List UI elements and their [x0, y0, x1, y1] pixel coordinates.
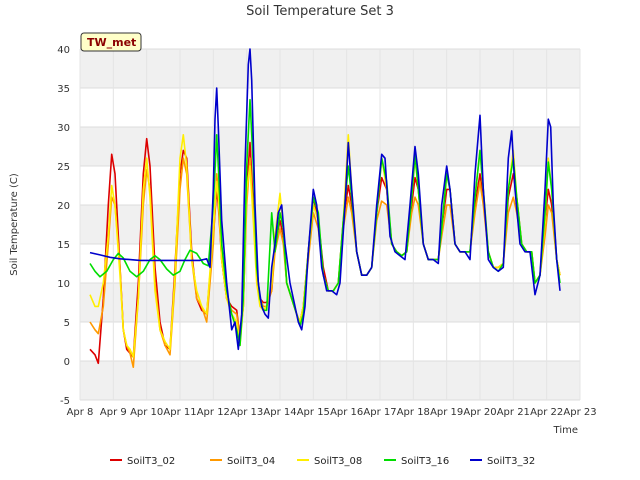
legend-label: SoilT3_02: [127, 456, 175, 467]
plot-band: [80, 49, 580, 88]
y-tick-label: 10: [57, 279, 70, 290]
y-axis-ticks: -5 0 5 10 15 20 25 30 35 40: [57, 45, 70, 407]
x-tick-label: Apr 10: [130, 407, 163, 418]
x-tick-label: Apr 14: [263, 407, 296, 418]
x-tick-label: Apr 8: [67, 407, 94, 418]
x-tick-label: Apr 21: [497, 407, 530, 418]
plot-band: [80, 283, 580, 322]
site-badge-box: [80, 32, 142, 52]
legend-label: SoilT3_04: [227, 456, 275, 467]
y-tick-label: 30: [57, 123, 70, 134]
plot-band: [80, 205, 580, 244]
y-tick-label: 40: [57, 45, 70, 56]
y-tick-label: 5: [64, 318, 70, 329]
x-axis-ticks: Apr 8 Apr 9 Apr 10 Apr 11 Apr 12 Apr 13 Apr 14…: [67, 407, 597, 418]
x-tick-label: Apr 22: [530, 407, 563, 418]
plot-background: [80, 49, 580, 400]
x-tick-label: Apr 15: [297, 407, 330, 418]
series-line-soilt3_04: [89, 157, 561, 368]
site-badge: TW_met: [80, 32, 142, 52]
series-line-soilt3_32: [89, 48, 561, 351]
legend-label: SoilT3_16: [401, 456, 449, 467]
legend-label: SoilT3_08: [314, 456, 362, 467]
x-tick-label: Apr 23: [563, 407, 596, 418]
chart-title: Soil Temperature Set 3: [246, 4, 394, 19]
y-tick-label: 0: [64, 357, 70, 368]
x-tick-label: Apr 16: [330, 407, 363, 418]
y-tick-label: 15: [57, 240, 70, 251]
x-tick-label: Apr 11: [163, 407, 196, 418]
y-tick-label: -5: [60, 396, 70, 407]
y-axis-title: Soil Temperature (C): [9, 173, 20, 276]
plot-band: [80, 361, 580, 400]
gridlines: [79, 48, 581, 401]
x-tick-label: Apr 19: [430, 407, 463, 418]
x-tick-label: Apr 17: [363, 407, 396, 418]
series-lines: [89, 48, 561, 368]
x-axis-title: Time: [553, 425, 578, 436]
y-tick-label: 25: [57, 162, 70, 173]
y-tick-label: 35: [57, 84, 70, 95]
legend: SoilT3_02 SoilT3_04 SoilT3_08 SoilT3_16 Soil…: [110, 456, 535, 467]
x-tick-label: Apr 13: [230, 407, 263, 418]
x-tick-label: Apr 20: [463, 407, 496, 418]
x-tick-label: Apr 18: [397, 407, 430, 418]
x-tick-label: Apr 9: [100, 407, 127, 418]
plot-band: [80, 127, 580, 166]
x-tick-label: Apr 12: [197, 407, 230, 418]
y-tick-label: 20: [57, 201, 70, 212]
site-badge-label: TW_met: [87, 36, 136, 49]
legend-label: SoilT3_32: [487, 456, 535, 467]
